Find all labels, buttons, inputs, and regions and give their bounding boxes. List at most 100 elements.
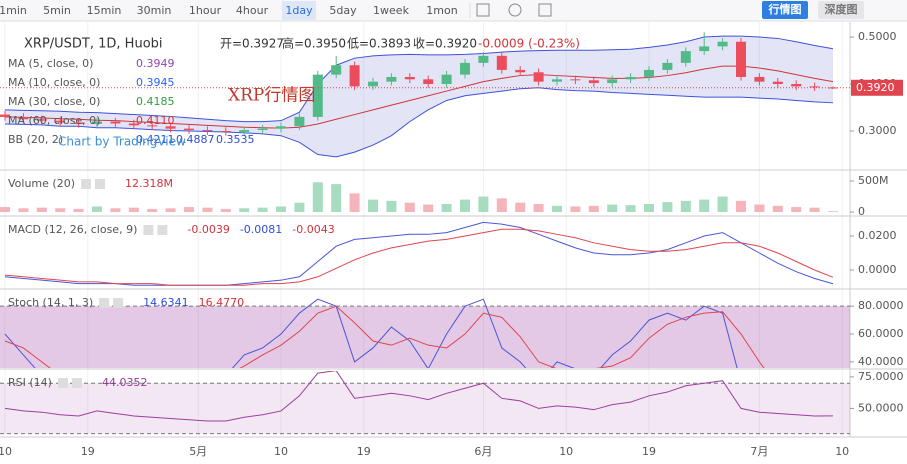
settings-icon[interactable]	[508, 3, 522, 17]
volume-bar	[515, 202, 526, 213]
candle-body	[202, 130, 213, 132]
candle-body	[662, 62, 673, 70]
indicator-value: 0.4211	[136, 133, 175, 146]
x-tick-label: 6月	[474, 445, 492, 458]
price-tag	[851, 79, 903, 96]
candle-body	[441, 74, 452, 85]
y-tick-label: 50.0000	[858, 401, 904, 414]
volume-bar	[478, 196, 489, 213]
candle-body	[736, 41, 746, 77]
candle-body	[644, 69, 654, 77]
pane-legend-value: 16.4770	[199, 296, 245, 309]
band-fill	[0, 306, 850, 368]
watermark: XRP行情图	[228, 86, 315, 106]
candle-body	[128, 123, 139, 126]
interval-button[interactable]: 5min	[43, 4, 71, 17]
volume-bar	[239, 208, 250, 213]
candle-body	[570, 79, 581, 81]
y-tick-label: 80.0000	[858, 299, 904, 312]
settings-box[interactable]	[143, 225, 154, 235]
candle-body	[699, 46, 710, 52]
x-tick-label: 7月	[750, 445, 768, 458]
candle-body	[239, 130, 250, 132]
settings-box[interactable]	[57, 378, 68, 388]
draw-icon[interactable]	[476, 3, 490, 17]
volume-bar	[736, 200, 746, 213]
x-tick-label: 19	[357, 445, 371, 458]
candle-body	[257, 128, 268, 131]
indicator-value: 0.4110	[136, 114, 175, 127]
y-tick-label: 40.0000	[858, 355, 904, 368]
toolbar	[0, 0, 907, 21]
volume-bar	[717, 196, 728, 213]
volume-bar	[349, 193, 360, 213]
settings-box[interactable]	[81, 179, 91, 189]
quote-value: -0.0009 (-0.23%)	[478, 37, 580, 51]
pane-legend-value: -0.0043	[292, 223, 334, 236]
indicator-value: 0.3949	[136, 57, 175, 70]
interval-button[interactable]: 1mon	[426, 4, 457, 17]
interval-button[interactable]: 1min	[0, 4, 27, 17]
pane	[0, 371, 850, 435]
y-tick-label: 0.0200	[858, 229, 897, 242]
fullscreen-icon[interactable]	[538, 3, 552, 17]
indicator-line	[4, 221, 834, 286]
volume-bar	[699, 199, 710, 213]
candle-body	[55, 120, 66, 123]
candle-body	[552, 79, 562, 82]
volume-bar	[680, 200, 691, 213]
candle-body	[533, 72, 544, 82]
interval-button[interactable]: 15min	[87, 4, 122, 17]
volume-bar	[772, 205, 783, 213]
x-tick-label: 5月	[189, 445, 207, 458]
candle-body	[809, 86, 820, 88]
view-button[interactable]	[762, 1, 808, 19]
view-button-label[interactable]: 深度图	[825, 2, 858, 16]
candle-body	[36, 119, 47, 121]
y-tick-label: 60.0000	[858, 327, 904, 340]
interval-button[interactable]: 30min	[137, 4, 172, 17]
volume-bar	[662, 202, 673, 213]
x-tick-label: 10	[0, 445, 12, 458]
y-tick-label: 0.5000	[858, 30, 897, 43]
candle-body	[276, 126, 286, 129]
interval-button[interactable]: 1hour	[189, 4, 222, 17]
y-tick-label: 500M	[858, 174, 889, 187]
interval-button[interactable]: 4hour	[236, 4, 269, 17]
y-tick-label: 75.0000	[858, 370, 904, 383]
bb-line	[4, 65, 834, 129]
volume-bar	[257, 207, 268, 213]
quote-value: 收=0.3920	[413, 37, 477, 51]
pane-legend: Volume (20)	[8, 177, 75, 190]
interval-button[interactable]: 5day	[329, 4, 357, 17]
close-box[interactable]	[157, 225, 168, 235]
volume-bar	[18, 208, 29, 213]
toolbar-icons	[469, 3, 552, 18]
volume-bar	[220, 208, 231, 213]
candle-body	[423, 79, 434, 85]
volume-bar	[147, 208, 158, 213]
settings-box[interactable]	[99, 298, 110, 308]
volume-bar	[570, 206, 581, 213]
price-tag-label: 0.3920	[856, 81, 895, 94]
volume-bar	[588, 205, 599, 213]
volume-bar	[92, 206, 102, 213]
view-button-label[interactable]: 行情图	[768, 2, 802, 16]
interval-button[interactable]: 1week	[373, 4, 410, 17]
bb-fill	[5, 36, 833, 157]
pane-legend-value: -0.0081	[240, 223, 282, 236]
candle-body	[0, 114, 10, 117]
pane-legend-value: 44.0352	[102, 376, 148, 389]
interval-button[interactable]: 1day	[285, 4, 313, 17]
pane-legend: Stoch (14, 1, 3)	[8, 296, 93, 309]
candle-body	[754, 76, 765, 82]
close-box[interactable]	[71, 378, 82, 388]
close-box[interactable]	[113, 298, 124, 308]
candle-body	[515, 69, 526, 73]
y-tick-label: 0	[858, 205, 865, 218]
close-box[interactable]	[95, 179, 105, 189]
indicator-label: BB (20, 2)	[8, 133, 63, 146]
candle-body	[368, 81, 378, 87]
volume-bar	[55, 208, 66, 213]
view-button[interactable]	[818, 1, 864, 19]
